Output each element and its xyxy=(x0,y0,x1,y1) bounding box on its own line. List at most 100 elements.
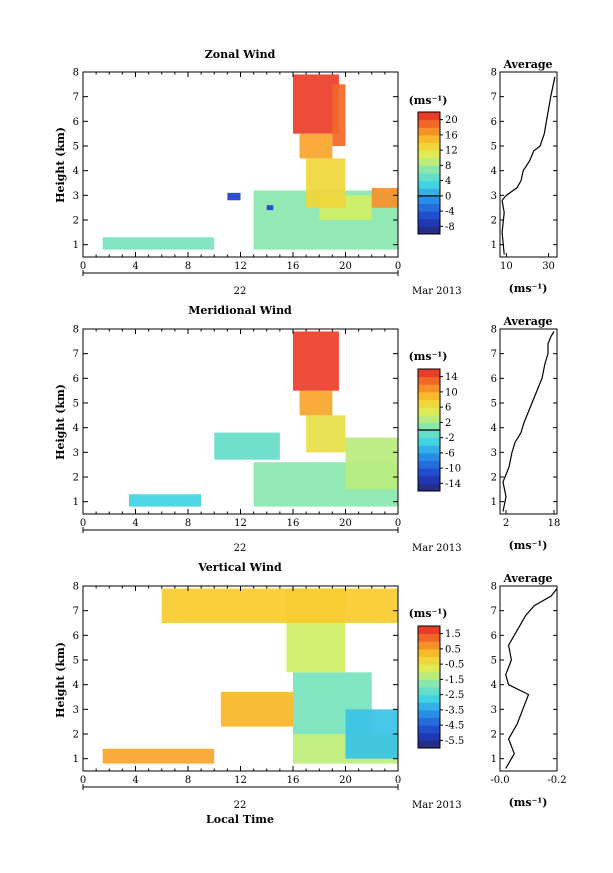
colorbar-tick-label: -10 xyxy=(445,464,461,475)
colorbar-tick-label: -5.5 xyxy=(445,736,464,747)
x-tick-label: 8 xyxy=(185,775,191,786)
data-region xyxy=(306,415,346,453)
avg-frame xyxy=(499,328,558,515)
colorbar-swatch xyxy=(418,633,440,642)
y-tick-label: 1 xyxy=(73,240,79,251)
colorbar-swatch xyxy=(418,740,440,749)
colorbar-swatch xyxy=(418,414,440,423)
colorbar-swatch xyxy=(418,641,440,650)
avg-frame xyxy=(499,71,558,258)
colorbar-tick-label: 4 xyxy=(445,176,451,187)
x-tick-label: 0 xyxy=(80,518,86,529)
avg-y-tick-label: 5 xyxy=(491,142,497,153)
avg-profile-line xyxy=(502,331,555,512)
x-tick-label: 12 xyxy=(234,261,247,272)
colorbar-swatch xyxy=(418,430,440,439)
colorbar-frame xyxy=(417,625,441,749)
colorbar-swatch xyxy=(418,475,440,484)
colorbar-swatch xyxy=(418,157,440,166)
y-tick-label: 3 xyxy=(73,191,79,202)
avg-x-tick-label: 30 xyxy=(542,261,555,272)
y-tick-label: 5 xyxy=(73,656,79,667)
vertical-wind-panel: Vertical Wind Height (km) 0 4 8 12 16 20 01234… xyxy=(54,561,567,826)
avg-y-tick-label: 3 xyxy=(491,448,497,459)
data-region xyxy=(306,158,346,208)
y-tick-label: 6 xyxy=(73,374,79,385)
avg-y-tick-label: 1 xyxy=(491,497,497,508)
avg-y-tick-label: 1 xyxy=(491,754,497,765)
x-tick-label: 4 xyxy=(132,775,138,786)
avg-title: Average xyxy=(502,572,552,585)
colorbar-unit: (ms⁻¹) xyxy=(409,350,448,363)
colorbar-tick-label: -8 xyxy=(445,222,455,233)
data-region xyxy=(102,748,215,764)
data-region xyxy=(214,432,280,460)
y-tick-label: 8 xyxy=(73,582,79,593)
colorbar-swatch xyxy=(418,694,440,703)
colorbar-frame xyxy=(417,111,441,235)
avg-y-tick-label: 4 xyxy=(491,166,497,177)
x-tick-label: 0 xyxy=(395,518,401,529)
y-tick-label: 4 xyxy=(73,423,79,434)
avg-y-tick-label: 6 xyxy=(491,374,497,385)
avg-y-tick-label: 4 xyxy=(491,680,497,691)
colorbar-swatch xyxy=(418,127,440,136)
y-tick-label: 7 xyxy=(73,606,79,617)
colorbar-swatch xyxy=(418,173,440,182)
data-region xyxy=(293,74,339,134)
panel-title: Zonal Wind xyxy=(205,48,276,61)
colorbar-swatch xyxy=(418,376,440,385)
x-tick-label: 16 xyxy=(287,518,300,529)
y-tick-label: 7 xyxy=(73,92,79,103)
colorbar-tick-label: 2 xyxy=(445,418,451,429)
colorbar-swatch xyxy=(418,732,440,741)
x-tick-label: 20 xyxy=(339,775,352,786)
y-tick-label: 5 xyxy=(73,142,79,153)
data-region xyxy=(293,331,339,391)
colorbar-tick-label: 12 xyxy=(445,146,458,157)
avg-y-tick-label: 3 xyxy=(491,191,497,202)
y-tick-label: 4 xyxy=(73,166,79,177)
colorbar-tick-label: 0 xyxy=(445,191,451,202)
colorbar-swatch xyxy=(418,218,440,227)
x-tick-label: 12 xyxy=(234,518,247,529)
x-tick-label: 0 xyxy=(395,261,401,272)
colorbar-swatch xyxy=(418,664,440,673)
colorbar-swatch xyxy=(418,687,440,696)
colorbar-swatch xyxy=(418,725,440,734)
avg-y-tick-label: 7 xyxy=(491,92,497,103)
avg-y-tick-label: 8 xyxy=(491,68,497,79)
data-region xyxy=(299,133,333,159)
colorbar-swatch xyxy=(418,422,440,431)
colorbar-swatch xyxy=(418,112,440,121)
y-tick-label: 1 xyxy=(73,754,79,765)
avg-y-tick-label: 6 xyxy=(491,631,497,642)
y-axis-label: Height (km) xyxy=(54,642,67,718)
colorbar-swatch xyxy=(418,671,440,680)
colorbar-tick-label: 6 xyxy=(445,403,451,414)
colorbar-tick-label: -2.5 xyxy=(445,690,464,701)
avg-y-tick-label: 5 xyxy=(491,399,497,410)
x-tick-label: 20 xyxy=(339,518,352,529)
x-tick-label: 0 xyxy=(395,775,401,786)
y-tick-label: 8 xyxy=(73,325,79,336)
avg-y-tick-label: 6 xyxy=(491,117,497,128)
colorbar-swatch xyxy=(418,226,440,235)
colorbar-tick-label: 16 xyxy=(445,130,458,141)
colorbar-swatch xyxy=(418,142,440,151)
date-label: Mar 2013 xyxy=(412,543,462,554)
avg-y-tick-label: 2 xyxy=(491,730,497,741)
y-tick-label: 1 xyxy=(73,497,79,508)
colorbar-swatch xyxy=(418,188,440,197)
colorbar-tick-label: -0.5 xyxy=(445,660,464,671)
colorbar-swatch xyxy=(418,399,440,408)
colorbar-swatch xyxy=(418,195,440,204)
colorbar-swatch xyxy=(418,648,440,657)
colorbar-unit: (ms⁻¹) xyxy=(409,607,448,620)
x-tick-label: 0 xyxy=(80,261,86,272)
avg-profile-line xyxy=(505,588,558,769)
data-region xyxy=(299,390,333,416)
colorbar-tick-label: 14 xyxy=(445,372,458,383)
colorbar-swatch xyxy=(418,211,440,220)
colorbar-tick-label: 10 xyxy=(445,387,458,398)
